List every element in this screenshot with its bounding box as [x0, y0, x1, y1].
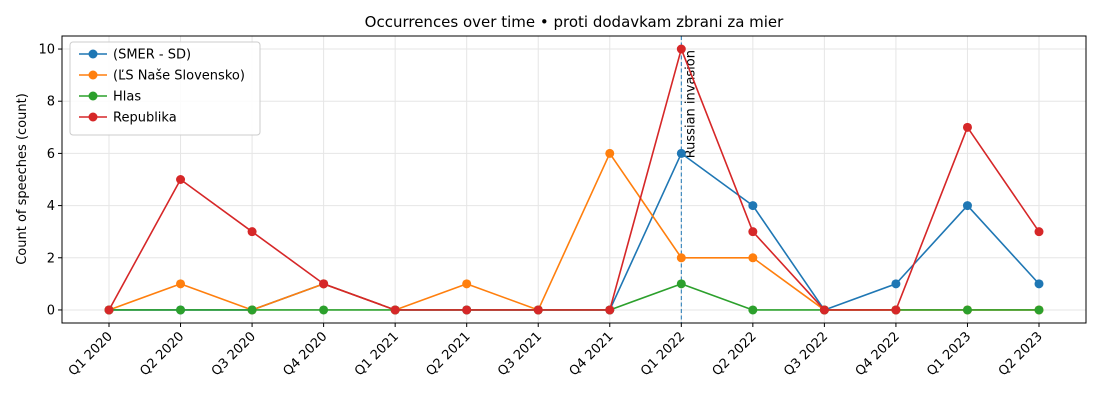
- data-point: [748, 227, 758, 237]
- data-point: [748, 201, 758, 211]
- series-line: [104, 148, 1044, 315]
- legend-label: (SMER - SD): [113, 48, 191, 63]
- x-tick-label: Q2 2021: [424, 329, 474, 379]
- data-point: [676, 253, 686, 263]
- x-tick-label: Q1 2022: [638, 329, 688, 379]
- legend-label: Republika: [113, 111, 177, 126]
- data-point: [462, 305, 472, 315]
- x-tick-label: Q3 2021: [495, 329, 545, 379]
- plot-frame: [61, 35, 1087, 324]
- data-point: [962, 305, 972, 315]
- x-tick-label: Q3 2020: [209, 329, 259, 379]
- x-tick-label: Q1 2023: [924, 329, 974, 379]
- x-tick-label: Q1 2021: [352, 329, 402, 379]
- data-point: [247, 227, 257, 237]
- data-point: [247, 305, 257, 315]
- x-tick-label: Q1 2020: [66, 329, 116, 379]
- data-point: [891, 305, 901, 315]
- data-point: [748, 305, 758, 315]
- data-point: [962, 122, 972, 132]
- legend-swatch-marker: [88, 112, 98, 122]
- data-point: [1034, 227, 1044, 237]
- series-line: [104, 44, 1044, 315]
- legend-item: Republika: [79, 111, 177, 126]
- data-point: [1034, 305, 1044, 315]
- data-point: [176, 175, 186, 184]
- data-point: [533, 305, 543, 315]
- data-point: [819, 305, 829, 315]
- data-point: [676, 279, 686, 289]
- data-point: [176, 305, 186, 315]
- legend-item: (ĽS Naše Slovensko): [79, 69, 245, 84]
- y-tick-label: 8: [47, 95, 55, 110]
- chart-title: Occurrences over time • proti dodavkam z…: [365, 13, 785, 31]
- x-tick-label: Q2 2023: [996, 329, 1046, 379]
- annotations: Russian invasion: [680, 36, 698, 323]
- series-path: [109, 283, 1039, 311]
- y-tick-label: 4: [47, 199, 55, 214]
- y-tick-label: 6: [47, 147, 55, 162]
- data-point: [462, 279, 472, 289]
- legend-swatch-marker: [88, 70, 98, 80]
- data-point: [605, 305, 615, 315]
- x-tick-label: Q4 2020: [280, 329, 330, 379]
- data-point: [1034, 279, 1044, 289]
- y-tick-label: 10: [38, 43, 55, 58]
- data-point: [319, 279, 329, 289]
- data-point: [748, 253, 758, 263]
- data-point: [390, 305, 400, 315]
- legend-label: Hlas: [113, 90, 141, 105]
- x-tick-label: Q2 2022: [710, 329, 760, 379]
- data-point: [676, 44, 686, 54]
- x-tick-label: Q3 2022: [781, 329, 831, 379]
- series-layer: [104, 44, 1044, 315]
- data-point: [676, 148, 686, 158]
- data-point: [962, 201, 972, 211]
- legend-box: [69, 41, 261, 136]
- y-tick-label: 0: [47, 303, 55, 318]
- y-axis-label: Count of speeches (count): [15, 93, 30, 265]
- data-point: [176, 279, 186, 289]
- x-tick-label: Q4 2022: [853, 329, 903, 379]
- legend: (SMER - SD) (ĽS Naše Slovensko) Hlas Republ…: [69, 41, 261, 136]
- legend-swatch-marker: [88, 49, 98, 59]
- legend-swatch-marker: [88, 91, 98, 101]
- data-point: [104, 305, 114, 315]
- y-tick-label: 2: [47, 251, 55, 266]
- x-tick-label: Q2 2020: [137, 329, 187, 379]
- legend-item: Hlas: [79, 90, 141, 105]
- legend-label: (ĽS Naše Slovensko): [113, 69, 245, 84]
- data-point: [891, 279, 901, 289]
- data-point: [319, 305, 329, 315]
- x-tick-label: Q4 2021: [567, 329, 617, 379]
- series-path: [108, 48, 1040, 311]
- annotation-label: Russian invasion: [683, 50, 698, 158]
- legend-item: (SMER - SD): [79, 48, 191, 63]
- data-point: [605, 148, 615, 158]
